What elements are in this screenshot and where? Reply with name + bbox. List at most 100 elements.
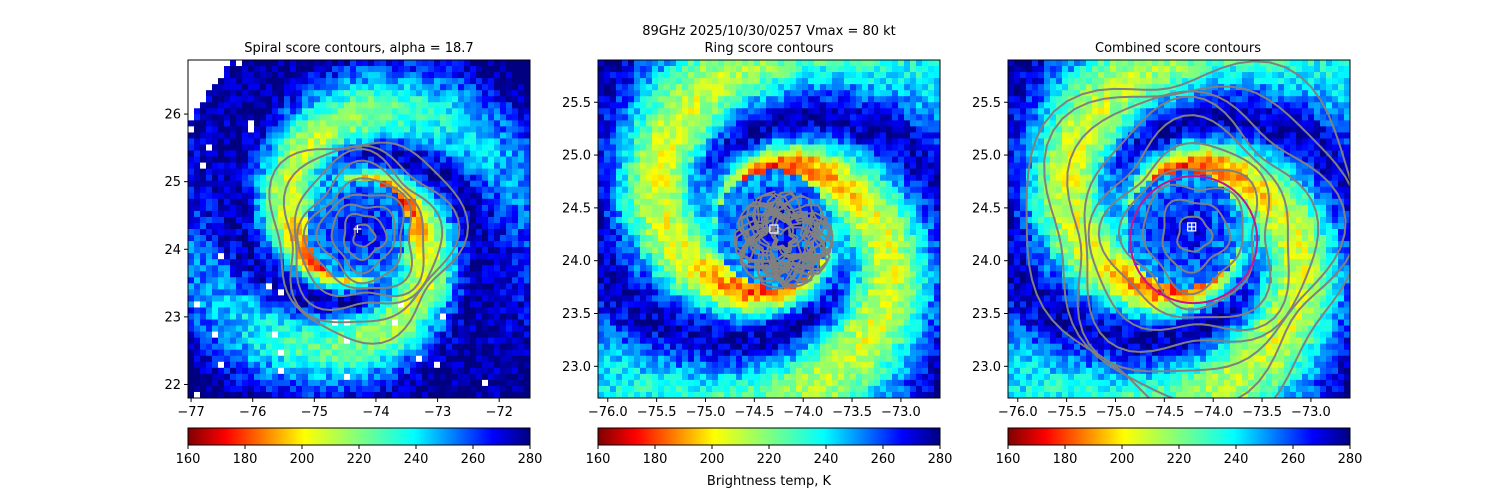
field-cell bbox=[446, 144, 453, 152]
field-cell bbox=[254, 379, 261, 387]
field-cell bbox=[658, 210, 665, 218]
field-cell bbox=[766, 162, 773, 170]
field-cell bbox=[296, 126, 303, 134]
field-cell bbox=[338, 277, 345, 284]
field-cell bbox=[338, 84, 345, 91]
field-cell bbox=[332, 337, 339, 345]
field-cell bbox=[682, 90, 689, 97]
field-cell bbox=[724, 138, 731, 146]
field-cell bbox=[598, 229, 605, 236]
field-cell bbox=[682, 198, 689, 206]
field-cell bbox=[440, 66, 447, 73]
field-cell bbox=[512, 343, 519, 351]
field-cell bbox=[500, 301, 507, 309]
field-cell bbox=[604, 222, 611, 230]
field-cell bbox=[646, 241, 653, 248]
field-cell bbox=[712, 120, 719, 127]
field-cell bbox=[284, 96, 291, 103]
field-cell bbox=[652, 229, 659, 236]
field-cell bbox=[254, 385, 261, 393]
field-cell bbox=[778, 102, 785, 109]
field-cell bbox=[910, 156, 917, 164]
field-cell bbox=[326, 126, 333, 134]
field-cell bbox=[850, 78, 857, 85]
field-cell bbox=[458, 313, 465, 321]
field-cell bbox=[398, 84, 405, 91]
field-cell bbox=[904, 138, 911, 146]
field-cell bbox=[278, 391, 285, 398]
field-cell bbox=[230, 319, 237, 327]
field-cell bbox=[524, 361, 530, 369]
field-cell bbox=[356, 90, 363, 97]
field-cell bbox=[326, 289, 333, 296]
field-cell bbox=[386, 126, 393, 134]
field-cell bbox=[814, 84, 821, 91]
field-cell bbox=[464, 271, 471, 278]
field-cell bbox=[838, 192, 845, 200]
field-cell bbox=[886, 108, 893, 115]
field-cell bbox=[506, 192, 513, 200]
field-cell bbox=[416, 391, 423, 398]
field-cell bbox=[494, 277, 501, 284]
field-cell bbox=[844, 150, 851, 158]
field-cell bbox=[344, 295, 351, 303]
field-cell bbox=[344, 307, 351, 315]
field-cell bbox=[700, 210, 707, 218]
field-cell bbox=[392, 391, 399, 398]
field-cell bbox=[802, 84, 809, 91]
field-cell bbox=[506, 102, 513, 109]
field-cell bbox=[386, 295, 393, 303]
contour-line bbox=[296, 159, 425, 298]
field-cell bbox=[356, 150, 363, 158]
field-cell bbox=[320, 367, 327, 375]
field-cell bbox=[254, 192, 261, 200]
field-cell bbox=[904, 144, 911, 152]
field-cell bbox=[886, 156, 893, 164]
field-cell bbox=[434, 192, 441, 200]
field-cell bbox=[488, 331, 495, 339]
field-cell bbox=[344, 289, 351, 296]
field-cell bbox=[290, 265, 297, 272]
field-cell bbox=[314, 289, 321, 296]
field-cell bbox=[892, 90, 899, 97]
field-cell bbox=[308, 210, 315, 218]
field-cell bbox=[736, 235, 743, 242]
field-cell bbox=[506, 156, 513, 164]
field-cell bbox=[506, 229, 513, 236]
field-cell bbox=[188, 265, 195, 272]
field-cell bbox=[290, 60, 297, 67]
field-cell bbox=[706, 210, 713, 218]
field-cell bbox=[338, 355, 345, 363]
field-cell bbox=[206, 307, 213, 315]
field-cell bbox=[218, 289, 225, 296]
field-cell bbox=[308, 126, 315, 134]
field-cell bbox=[506, 138, 513, 146]
field-cell bbox=[284, 325, 291, 333]
field-cell bbox=[712, 102, 719, 109]
field-cell bbox=[398, 343, 405, 351]
field-cell bbox=[664, 229, 671, 236]
field-cell bbox=[856, 138, 863, 146]
field-cell bbox=[802, 204, 809, 212]
field-cell bbox=[646, 138, 653, 146]
field-cell bbox=[380, 349, 387, 357]
field-cell bbox=[434, 259, 441, 266]
field-cell bbox=[494, 78, 501, 85]
field-cell bbox=[458, 373, 465, 381]
field-cell bbox=[350, 222, 357, 230]
field-cell bbox=[730, 66, 737, 73]
field-cell bbox=[314, 355, 321, 363]
field-cell bbox=[338, 66, 345, 73]
field-cell bbox=[230, 198, 237, 206]
field-cell bbox=[482, 114, 489, 121]
field-cell bbox=[302, 126, 309, 134]
field-cell bbox=[766, 96, 773, 103]
brightness-field-spiral bbox=[188, 60, 530, 398]
field-cell bbox=[194, 60, 201, 67]
field-cell bbox=[784, 120, 791, 127]
field-cell bbox=[598, 162, 605, 170]
field-cell bbox=[194, 307, 201, 315]
field-cell bbox=[206, 229, 213, 236]
field-cell bbox=[506, 349, 513, 357]
field-cell bbox=[302, 289, 309, 296]
